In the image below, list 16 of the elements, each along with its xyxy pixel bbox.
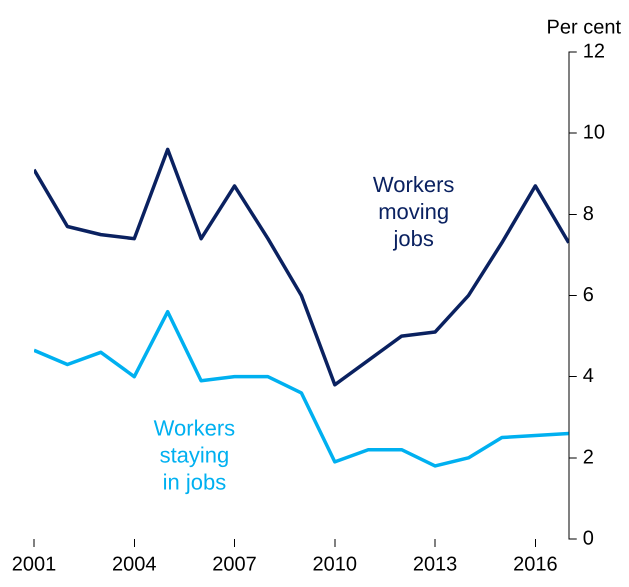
x-tick-label: 2010 <box>312 554 358 576</box>
y-tick-label: 2 <box>582 446 594 468</box>
x-tick-label: 2007 <box>212 554 257 576</box>
x-tick-label: 2001 <box>12 554 56 576</box>
y-axis-title: Per cent <box>546 16 622 39</box>
y-tick-label: 4 <box>582 365 594 388</box>
series-label: Workers moving jobs <box>372 172 454 251</box>
y-tick-label: 10 <box>582 122 606 144</box>
y-tick-label: 6 <box>582 284 594 306</box>
y-tick-label: 8 <box>582 202 594 225</box>
series-label: Workers staying in jobs <box>154 415 236 494</box>
x-tick-label: 2004 <box>112 554 157 576</box>
y-tick-label: 0 <box>582 528 594 550</box>
x-tick-label: 2016 <box>513 554 558 576</box>
x-tick-label: 2013 <box>412 554 458 576</box>
y-tick-label: 12 <box>582 40 606 63</box>
